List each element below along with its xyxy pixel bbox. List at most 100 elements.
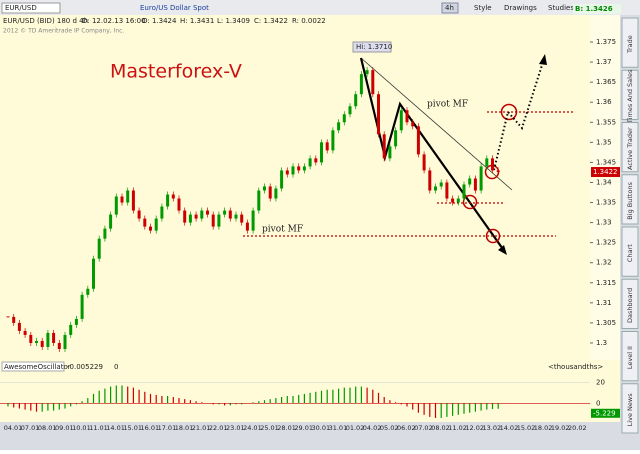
side-tab-label: Active Trader: [626, 127, 634, 170]
x-tick-label: 18.02: [534, 424, 553, 432]
candle: [143, 218, 147, 227]
candle: [268, 186, 272, 199]
candle: [80, 294, 84, 319]
hi-label: Hi: 1.3710: [356, 43, 392, 51]
circle: [485, 228, 501, 244]
candle: [462, 184, 466, 199]
x-tick-label: 04.01: [4, 424, 23, 432]
candle: [74, 318, 78, 325]
chart-title: Masterforex-V: [110, 61, 242, 83]
drawings-button[interactable]: Drawings: [504, 4, 537, 12]
side-tab[interactable]: [621, 69, 639, 120]
candle: [57, 342, 61, 349]
x-tick-label: 09.01: [55, 424, 74, 432]
osc-name-box: [1, 361, 65, 372]
candle: [337, 122, 341, 131]
x-tick-label: 12.02: [465, 424, 484, 432]
y-tick-label: 1.345: [596, 158, 616, 166]
candle: [365, 70, 369, 75]
candle: [263, 186, 266, 191]
side-tab[interactable]: [621, 383, 639, 434]
candle: [228, 210, 232, 219]
y-tick-label: 1.355: [596, 118, 616, 126]
candle: [12, 316, 16, 323]
osc-param: 0: [114, 363, 118, 371]
x-tick-label: 30.01: [311, 424, 330, 432]
info-low: L: 1.3409: [217, 17, 250, 25]
side-tab[interactable]: [621, 331, 639, 382]
candle: [491, 158, 494, 171]
candle: [274, 188, 278, 199]
style-button[interactable]: Style: [474, 4, 492, 12]
side-tab[interactable]: [621, 278, 639, 329]
candle: [496, 170, 500, 173]
osc-last: -5.229: [593, 409, 616, 417]
candle: [69, 324, 73, 335]
x-tick-label: 05.02: [380, 424, 399, 432]
y-tick-label: 1.35: [596, 138, 612, 146]
candle: [479, 166, 483, 191]
side-tab[interactable]: [621, 122, 639, 173]
annotation: pivot MF: [427, 100, 468, 110]
x-tick-label: 21.01: [192, 424, 211, 432]
x-tick-label: 15.02: [517, 424, 536, 432]
candle: [114, 196, 118, 215]
osc-title: AwesomeOscillator: [4, 363, 71, 371]
candle: [434, 186, 437, 191]
candle: [126, 190, 130, 203]
candle: [468, 178, 472, 185]
y-tick-label: 1.33: [596, 219, 612, 227]
annotation: pivot MF: [262, 225, 303, 235]
candle: [63, 334, 67, 349]
x-tick-label: 15.01: [123, 424, 142, 432]
candle: [485, 158, 489, 167]
x-tick-label: 08.02: [431, 424, 450, 432]
candle: [109, 214, 113, 229]
arrow-head: [539, 54, 547, 65]
x-tick-label: 07.02: [414, 424, 433, 432]
candle: [160, 206, 164, 219]
candle: [342, 114, 346, 123]
x-tick-label: 23.01: [226, 424, 245, 432]
x-tick-label: 31.01: [329, 424, 348, 432]
osc-current: -0.005229: [67, 363, 103, 371]
x-tick-label: 14.01: [106, 424, 125, 432]
candle: [86, 288, 90, 295]
candle: [217, 214, 221, 227]
candle: [314, 158, 318, 163]
candle: [188, 214, 192, 223]
x-tick-label: 20.02: [568, 424, 587, 432]
period-button[interactable]: [441, 2, 459, 14]
y-tick-label: 1.325: [596, 239, 616, 247]
x-tick-label: 19.02: [551, 424, 570, 432]
symbol-box[interactable]: [1, 2, 61, 14]
x-tick-label: 18.01: [175, 424, 194, 432]
info-range: R: 0.0022: [292, 17, 326, 25]
candle: [171, 194, 175, 199]
studies-button[interactable]: Studies: [548, 4, 574, 12]
side-tab-label: Level II: [626, 346, 634, 369]
candle: [46, 332, 50, 347]
side-tab[interactable]: [621, 17, 639, 68]
candle: [29, 334, 33, 343]
wave-line: [359, 57, 506, 253]
y-tick-label: 1.305: [596, 319, 616, 327]
candle: [240, 214, 244, 223]
x-tick-label: 04.02: [363, 424, 382, 432]
candle: [137, 210, 141, 219]
candle: [97, 238, 101, 259]
candle: [103, 228, 107, 239]
side-tab[interactable]: [621, 226, 639, 277]
x-tick-label: 11.01: [89, 424, 108, 432]
x-tick-label: 13.02: [482, 424, 501, 432]
side-tab-label: Times And Sales: [626, 69, 634, 124]
side-tab[interactable]: [621, 174, 639, 225]
arrow-head: [498, 245, 507, 255]
candle: [302, 166, 306, 171]
x-tick-label: 16.01: [140, 424, 159, 432]
candle: [456, 198, 460, 203]
candle: [377, 94, 380, 135]
osc-tick-label: 0: [596, 399, 600, 407]
symbol: EUR/USD: [5, 4, 37, 12]
candle: [211, 214, 215, 227]
